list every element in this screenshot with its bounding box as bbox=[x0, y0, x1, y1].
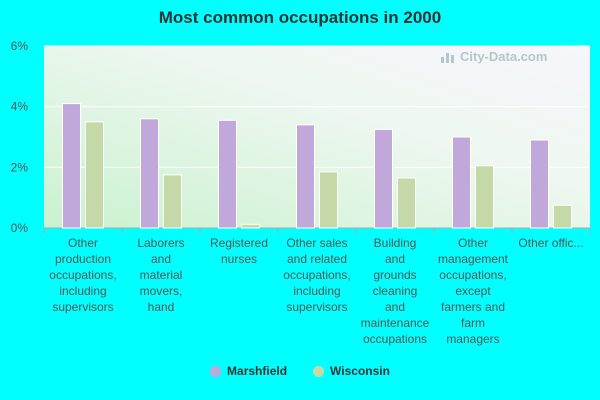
bar-wisconsin-0[interactable] bbox=[85, 121, 104, 229]
bar-wisconsin-2[interactable] bbox=[241, 223, 260, 229]
bar-wisconsin-1[interactable] bbox=[163, 174, 182, 229]
chart-title: Most common occupations in 2000 bbox=[158, 8, 442, 27]
bar-marshfield-5[interactable] bbox=[452, 136, 471, 229]
legend-item-wisconsin: Wisconsin bbox=[313, 364, 390, 378]
x-tick-label: Registered nurses bbox=[210, 236, 268, 266]
legend-swatch-marshfield bbox=[210, 365, 222, 377]
legend-item-marshfield: Marshfield bbox=[210, 364, 287, 378]
y-tick-label: 4% bbox=[11, 100, 29, 114]
x-tick-label: Other management occupations, except farmers… bbox=[438, 236, 509, 346]
bar-wisconsin-3[interactable] bbox=[319, 171, 338, 229]
bar-wisconsin-4[interactable] bbox=[397, 177, 416, 229]
legend-swatch-wisconsin bbox=[313, 365, 325, 377]
x-tick-label: Other sales and related occupations, includ… bbox=[283, 236, 350, 314]
bar-chart-icon bbox=[441, 52, 454, 63]
bar-marshfield-2[interactable] bbox=[218, 119, 237, 229]
y-tick-label: 6% bbox=[11, 39, 29, 53]
x-tick-label: Building and grounds cleaning and maintenance… bbox=[361, 236, 430, 346]
y-tick-label: 2% bbox=[11, 160, 29, 174]
x-tick-label: Other production occupations, including supe… bbox=[49, 236, 116, 314]
watermark: City-Data.com bbox=[440, 49, 547, 64]
bar-marshfield-6[interactable] bbox=[530, 139, 549, 229]
x-tick-label: Laborers and material movers, hand bbox=[137, 236, 184, 314]
bar-marshfield-0[interactable] bbox=[62, 103, 81, 229]
bar-marshfield-1[interactable] bbox=[140, 118, 159, 229]
watermark-text: City-Data.com bbox=[460, 49, 548, 64]
plot-area bbox=[44, 46, 590, 228]
x-tick-label: Other offic... bbox=[518, 236, 583, 250]
bar-marshfield-3[interactable] bbox=[296, 124, 315, 229]
bar-wisconsin-5[interactable] bbox=[475, 165, 494, 229]
y-tick-label: 0% bbox=[11, 221, 29, 235]
legend-label-marshfield: Marshfield bbox=[227, 364, 288, 378]
bar-wisconsin-6[interactable] bbox=[553, 204, 572, 229]
bar-marshfield-4[interactable] bbox=[374, 128, 393, 229]
legend: Marshfield Wisconsin bbox=[0, 364, 600, 378]
legend-label-wisconsin: Wisconsin bbox=[330, 364, 390, 378]
